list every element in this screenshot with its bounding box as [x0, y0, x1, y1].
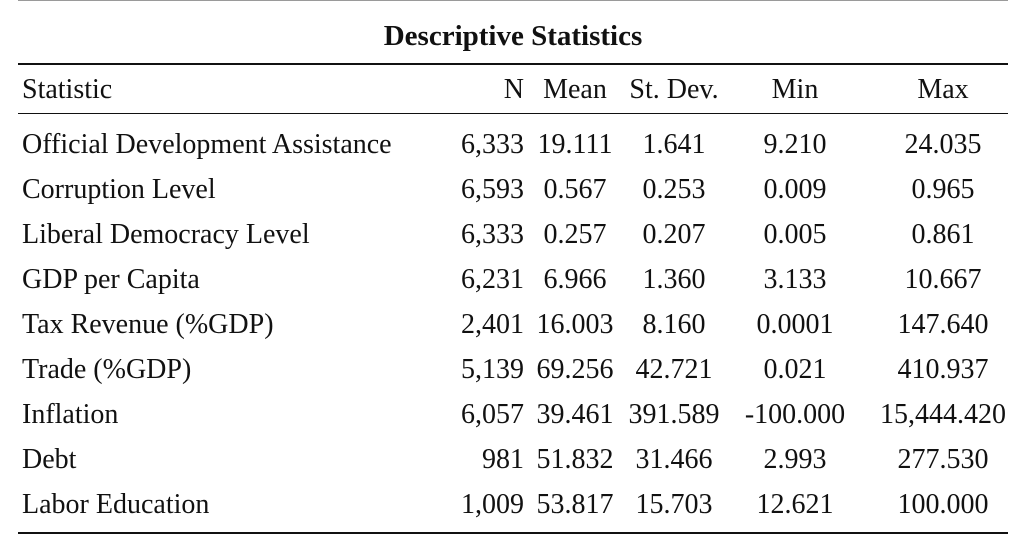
row-label: Trade (%GDP) — [22, 354, 192, 385]
row-sd: 42.721 — [635, 354, 713, 385]
row-min: 0.005 — [763, 219, 827, 250]
row-label: Tax Revenue (%GDP) — [22, 309, 274, 340]
row-max: 410.937 — [897, 354, 989, 385]
row-min: 12.621 — [756, 489, 834, 520]
row-n: 5,139 — [461, 354, 524, 385]
row-max: 100.000 — [897, 489, 989, 520]
row-sd: 391.589 — [628, 399, 720, 430]
table-row: Liberal Democracy Level 6,333 0.257 0.20… — [18, 215, 1008, 255]
row-label: Labor Education — [22, 489, 210, 520]
row-n: 6,057 — [461, 399, 524, 430]
row-n: 6,333 — [461, 219, 524, 250]
row-sd: 0.253 — [642, 174, 706, 205]
row-n: 6,231 — [461, 264, 524, 295]
table-row: Inflation 6,057 39.461 391.589 -100.000 … — [18, 395, 1008, 435]
row-max: 0.965 — [911, 174, 975, 205]
row-min: -100.000 — [744, 399, 846, 430]
row-label: GDP per Capita — [22, 264, 200, 295]
row-n: 6,593 — [461, 174, 524, 205]
row-max: 0.861 — [911, 219, 975, 250]
row-mean: 53.817 — [536, 489, 614, 520]
row-label: Inflation — [22, 399, 119, 430]
row-max: 277.530 — [897, 444, 989, 475]
row-label: Corruption Level — [22, 174, 216, 205]
table-header-row: Statistic N Mean St. Dev. Min Max — [18, 70, 1008, 110]
row-max: 24.035 — [904, 129, 982, 160]
row-max: 10.667 — [904, 264, 982, 295]
row-sd: 8.160 — [642, 309, 706, 340]
row-n: 1,009 — [461, 489, 524, 520]
table-row: Trade (%GDP) 5,139 69.256 42.721 0.021 4… — [18, 350, 1008, 390]
row-mean: 0.567 — [543, 174, 607, 205]
table-row: Labor Education 1,009 53.817 15.703 12.6… — [18, 485, 1008, 525]
table-row: Debt 981 51.832 31.466 2.993 277.530 — [18, 440, 1008, 480]
table-row: Tax Revenue (%GDP) 2,401 16.003 8.160 0.… — [18, 305, 1008, 345]
row-sd: 0.207 — [642, 219, 706, 250]
header-max: Max — [917, 74, 969, 105]
row-mean: 0.257 — [543, 219, 607, 250]
row-n: 6,333 — [461, 129, 524, 160]
table-row: Official Development Assistance 6,333 19… — [18, 125, 1008, 165]
row-label: Liberal Democracy Level — [22, 219, 310, 250]
header-min: Min — [771, 74, 819, 105]
row-max: 15,444.420 — [880, 399, 1006, 430]
row-mean: 6.966 — [543, 264, 607, 295]
row-mean: 51.832 — [536, 444, 614, 475]
row-mean: 19.111 — [537, 129, 613, 160]
row-min: 0.009 — [763, 174, 827, 205]
row-sd: 31.466 — [635, 444, 713, 475]
header-mean: Mean — [543, 74, 607, 105]
row-max: 147.640 — [897, 309, 989, 340]
row-label: Debt — [22, 444, 77, 475]
row-min: 3.133 — [763, 264, 827, 295]
row-min: 0.021 — [763, 354, 827, 385]
row-sd: 1.360 — [642, 264, 706, 295]
row-sd: 15.703 — [635, 489, 713, 520]
row-n: 981 — [482, 444, 524, 475]
table-row: GDP per Capita 6,231 6.966 1.360 3.133 1… — [18, 260, 1008, 300]
header-top-rule — [18, 63, 1008, 65]
table-row: Corruption Level 6,593 0.567 0.253 0.009… — [18, 170, 1008, 210]
row-min: 9.210 — [763, 129, 827, 160]
row-mean: 39.461 — [536, 399, 614, 430]
row-mean: 69.256 — [536, 354, 614, 385]
table-title: Descriptive Statistics — [383, 20, 643, 52]
top-border — [18, 0, 1008, 1]
row-mean: 16.003 — [536, 309, 614, 340]
row-n: 2,401 — [461, 309, 524, 340]
header-statistic: Statistic — [22, 74, 113, 105]
row-label: Official Development Assistance — [22, 129, 392, 160]
row-min: 0.0001 — [756, 309, 834, 340]
row-sd: 1.641 — [642, 129, 706, 160]
header-n: N — [503, 74, 524, 105]
header-sd: St. Dev. — [629, 74, 719, 105]
table-bottom-rule — [18, 532, 1008, 534]
header-bottom-rule — [18, 113, 1008, 114]
row-min: 2.993 — [763, 444, 827, 475]
